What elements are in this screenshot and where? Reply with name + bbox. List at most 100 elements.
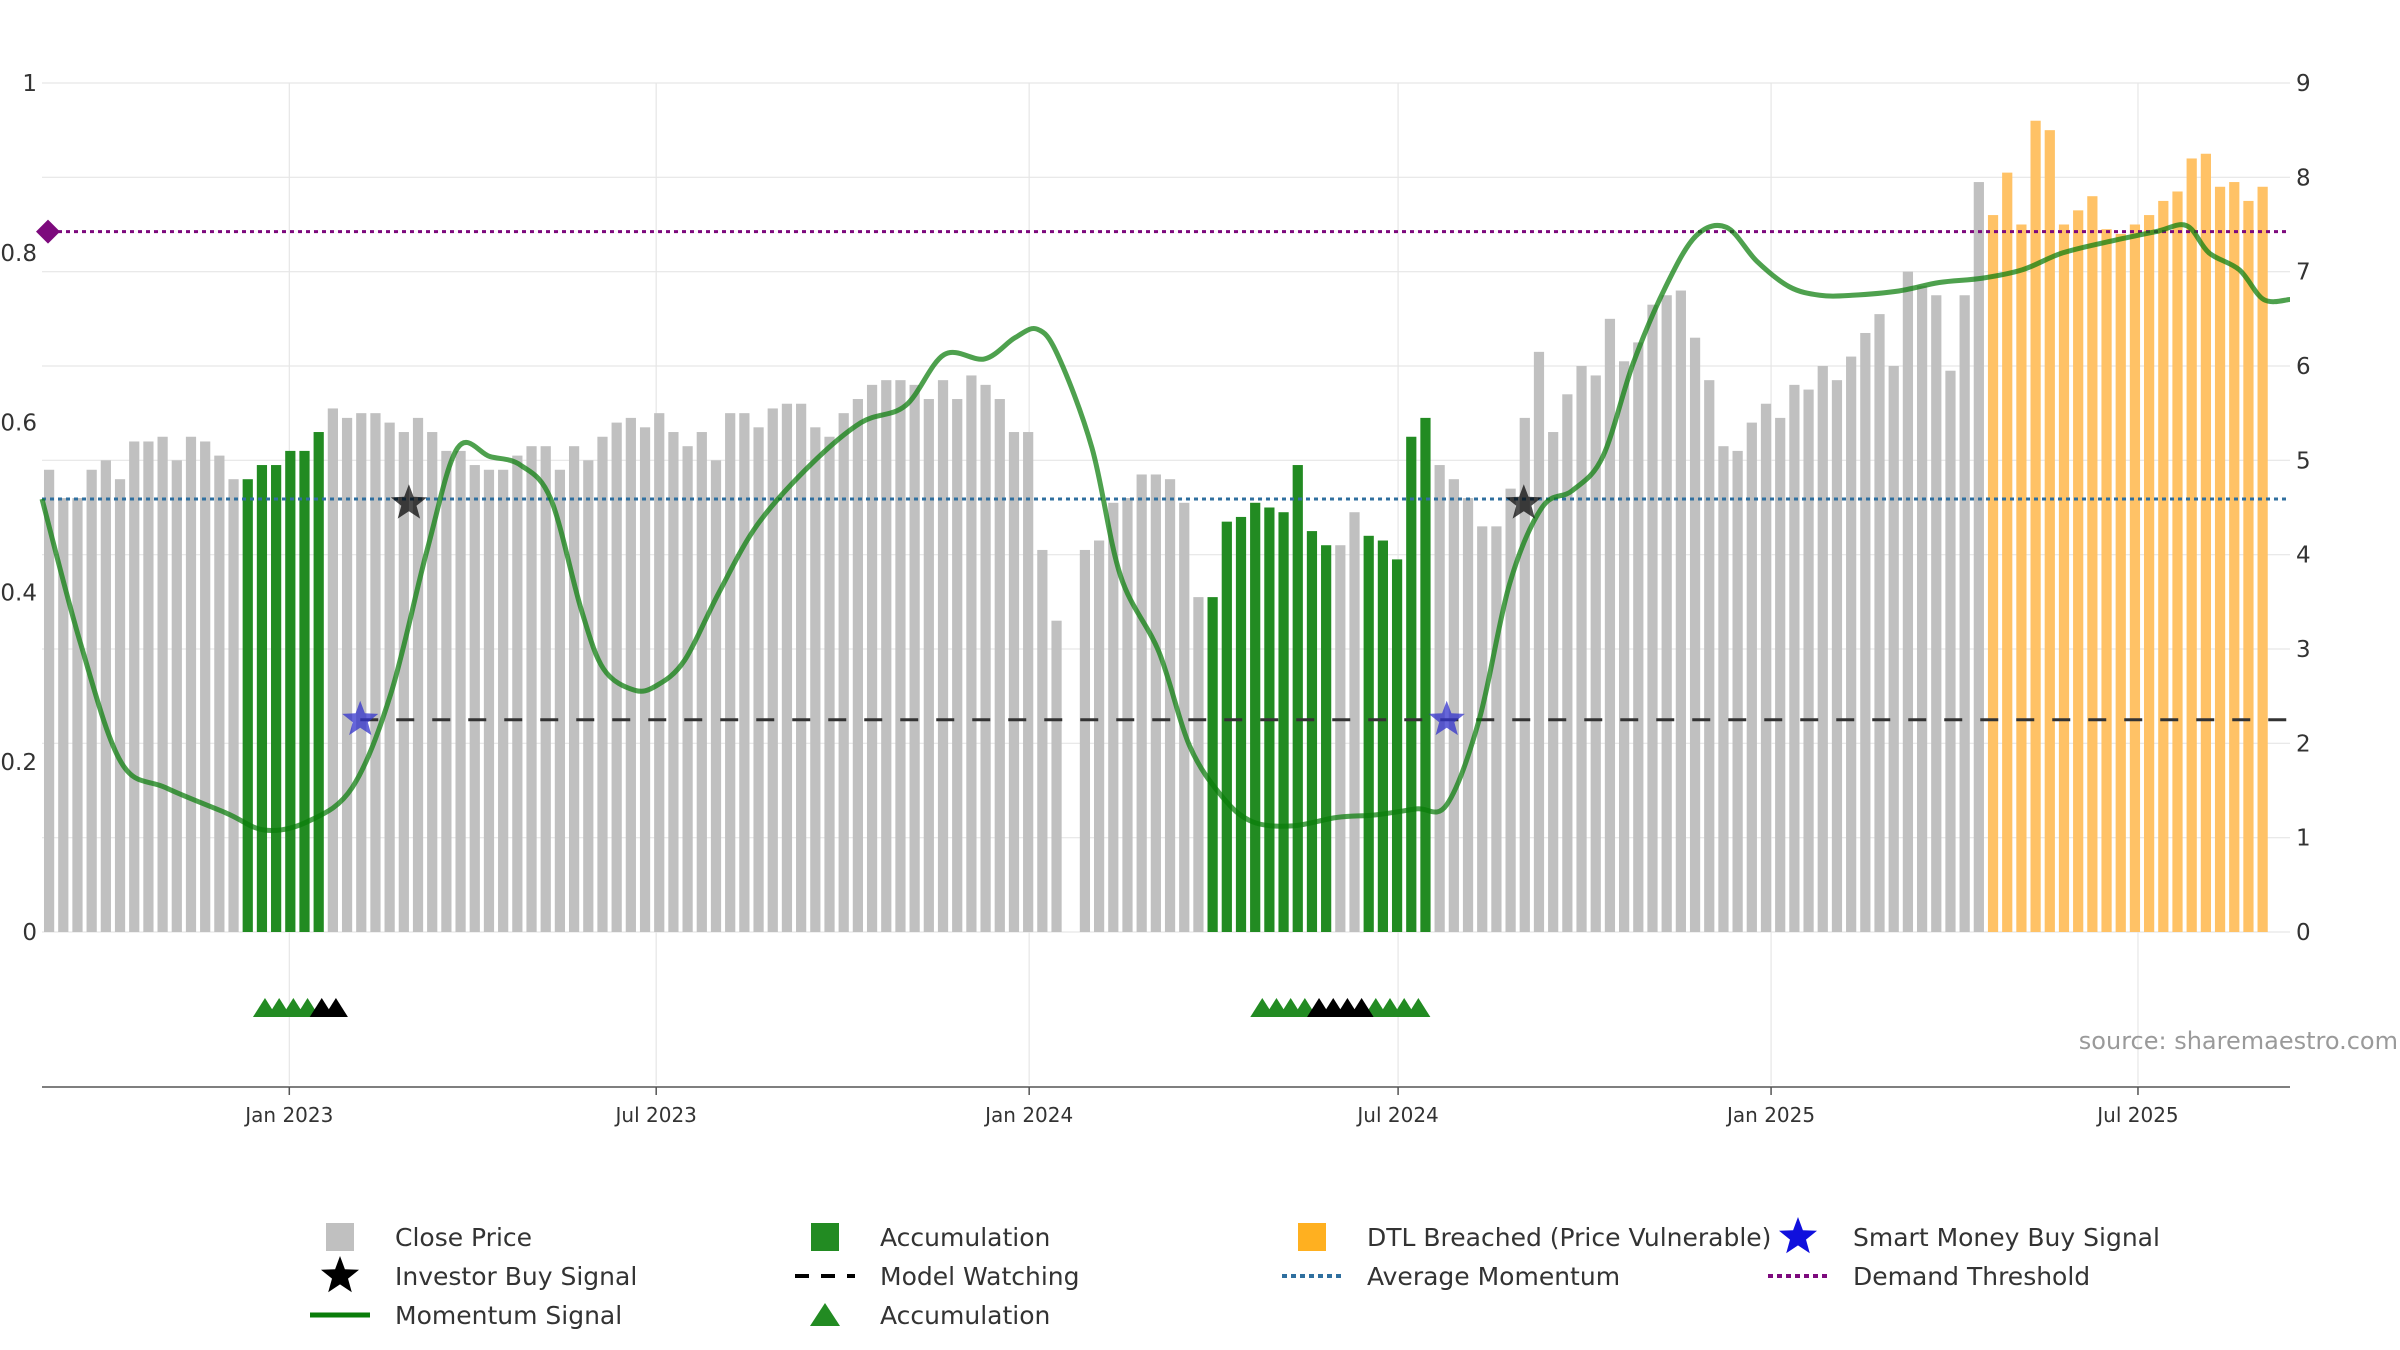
accumulation-bar <box>1420 417 1431 933</box>
right-y-tick-label: 8 <box>2296 165 2311 191</box>
close-price-bar <box>1846 356 1857 933</box>
close-price-bar <box>398 432 409 932</box>
close-price-bar <box>1689 337 1701 932</box>
x-tick-label: Jul 2025 <box>2095 1103 2178 1127</box>
momentum-layer <box>39 222 2291 833</box>
legend-label: Model Watching <box>880 1262 1080 1291</box>
model-watching-triangle <box>323 998 348 1017</box>
legend-item: Average Momentum <box>1282 1262 1620 1291</box>
close-price-bar <box>1548 432 1559 932</box>
legend-star-icon <box>1779 1217 1817 1254</box>
legend-item: Smart Money Buy Signal <box>1779 1217 2160 1254</box>
close-price-bar <box>568 446 580 932</box>
close-price-bar <box>1179 502 1190 932</box>
close-price-bar <box>1349 512 1360 932</box>
close-price-bar <box>1477 526 1488 932</box>
close-price-bar <box>214 455 225 932</box>
dtl-breached-bar <box>2058 224 2070 932</box>
right-y-tick-label: 2 <box>2296 731 2311 757</box>
close-price-bar <box>384 422 395 932</box>
close-price-bar <box>1661 295 1672 932</box>
legend-item: Momentum Signal <box>310 1301 622 1330</box>
close-price-bar <box>781 403 793 932</box>
accumulation-bar <box>1321 545 1332 932</box>
close-price-bar <box>1136 474 1147 932</box>
close-price-bar <box>1037 549 1048 932</box>
dtl-breached-bar <box>2186 158 2197 932</box>
right-y-tick-label: 5 <box>2296 448 2311 474</box>
close-price-bar <box>1902 271 1914 933</box>
close-price-bar <box>171 460 182 932</box>
close-price-bar <box>554 469 566 932</box>
x-tick-label: Jul 2024 <box>1355 1103 1438 1127</box>
legend-item: Demand Threshold <box>1768 1262 2090 1291</box>
left-y-tick-label: 0 <box>22 920 37 946</box>
close-price-bar <box>1732 450 1743 932</box>
legend-triangle <box>810 1303 840 1326</box>
dtl-breached-bar <box>2243 200 2254 932</box>
dtl-breached-bar <box>2002 172 2013 932</box>
accumulation-bar <box>313 432 324 932</box>
left-y-tick-label: 0.8 <box>0 241 37 267</box>
left-y-tick-label: 0.4 <box>0 580 37 606</box>
close-price-bar <box>1704 380 1715 932</box>
close-price-bar <box>796 403 807 932</box>
legend-item: Model Watching <box>795 1262 1080 1291</box>
legend-label: Accumulation <box>880 1301 1050 1330</box>
close-price-bar <box>966 375 977 932</box>
close-price-bar <box>498 469 509 932</box>
dtl-breached-bar <box>2016 224 2027 932</box>
close-price-bar <box>597 436 608 932</box>
model-watching-triangle <box>1349 998 1374 1017</box>
close-price-bar <box>1817 366 1828 932</box>
close-price-bar <box>1590 375 1601 932</box>
dtl-breached-bar <box>2115 233 2126 932</box>
dtl-breached-bar <box>2073 210 2084 933</box>
close-price-bar <box>895 380 906 932</box>
legend-label: Smart Money Buy Signal <box>1853 1223 2160 1252</box>
accumulation-bar <box>1250 502 1261 932</box>
close-price-bar <box>1051 620 1062 932</box>
dtl-breached-bar <box>2087 196 2098 932</box>
dtl-breached-bar <box>1987 215 1999 933</box>
dtl-breached-bar <box>2172 191 2183 932</box>
close-price-bar <box>725 413 736 933</box>
accumulation-bar <box>256 465 268 932</box>
accumulation-bar <box>1306 531 1318 932</box>
legend-label: Average Momentum <box>1367 1262 1620 1291</box>
right-y-tick-label: 4 <box>2296 543 2311 569</box>
close-price-bar <box>540 446 551 932</box>
close-price-bar <box>739 413 750 933</box>
dtl-breached-bar <box>2144 215 2155 933</box>
accumulation-bar <box>1292 465 1303 932</box>
legend-item: Investor Buy Signal <box>321 1256 637 1293</box>
close-price-bar <box>952 399 963 932</box>
accumulation-bar <box>242 479 253 932</box>
accumulation-bar <box>1406 436 1417 932</box>
close-price-bar <box>1775 417 1786 933</box>
dtl-breached-bar <box>2030 120 2041 932</box>
close-price-bar <box>980 384 991 932</box>
legend-label: Momentum Signal <box>395 1301 622 1330</box>
close-price-bar <box>370 413 381 933</box>
legend-item: Accumulation <box>810 1301 1050 1330</box>
close-price-bar <box>1023 432 1034 932</box>
legend-swatch <box>811 1223 839 1251</box>
x-tick-label: Jan 2025 <box>1725 1103 1815 1127</box>
close-price-bar <box>1491 526 1502 932</box>
close-price-bar <box>810 427 821 932</box>
legend-item: Close Price <box>326 1223 532 1252</box>
accumulation-triangle <box>1406 998 1431 1017</box>
close-price-bar <box>143 441 154 932</box>
x-tick-label: Jan 2023 <box>243 1103 333 1127</box>
dtl-breached-bar <box>2200 153 2211 932</box>
demand-threshold-marker <box>36 219 60 244</box>
close-price-bar <box>412 417 424 933</box>
close-price-bar <box>1959 295 1970 932</box>
close-price-bar <box>100 460 111 932</box>
close-price-bar <box>114 479 126 932</box>
close-price-bar <box>696 432 707 932</box>
legend-swatch <box>1298 1223 1326 1251</box>
smart-money-buy-signal <box>342 700 379 736</box>
close-price-bar <box>1576 366 1587 932</box>
